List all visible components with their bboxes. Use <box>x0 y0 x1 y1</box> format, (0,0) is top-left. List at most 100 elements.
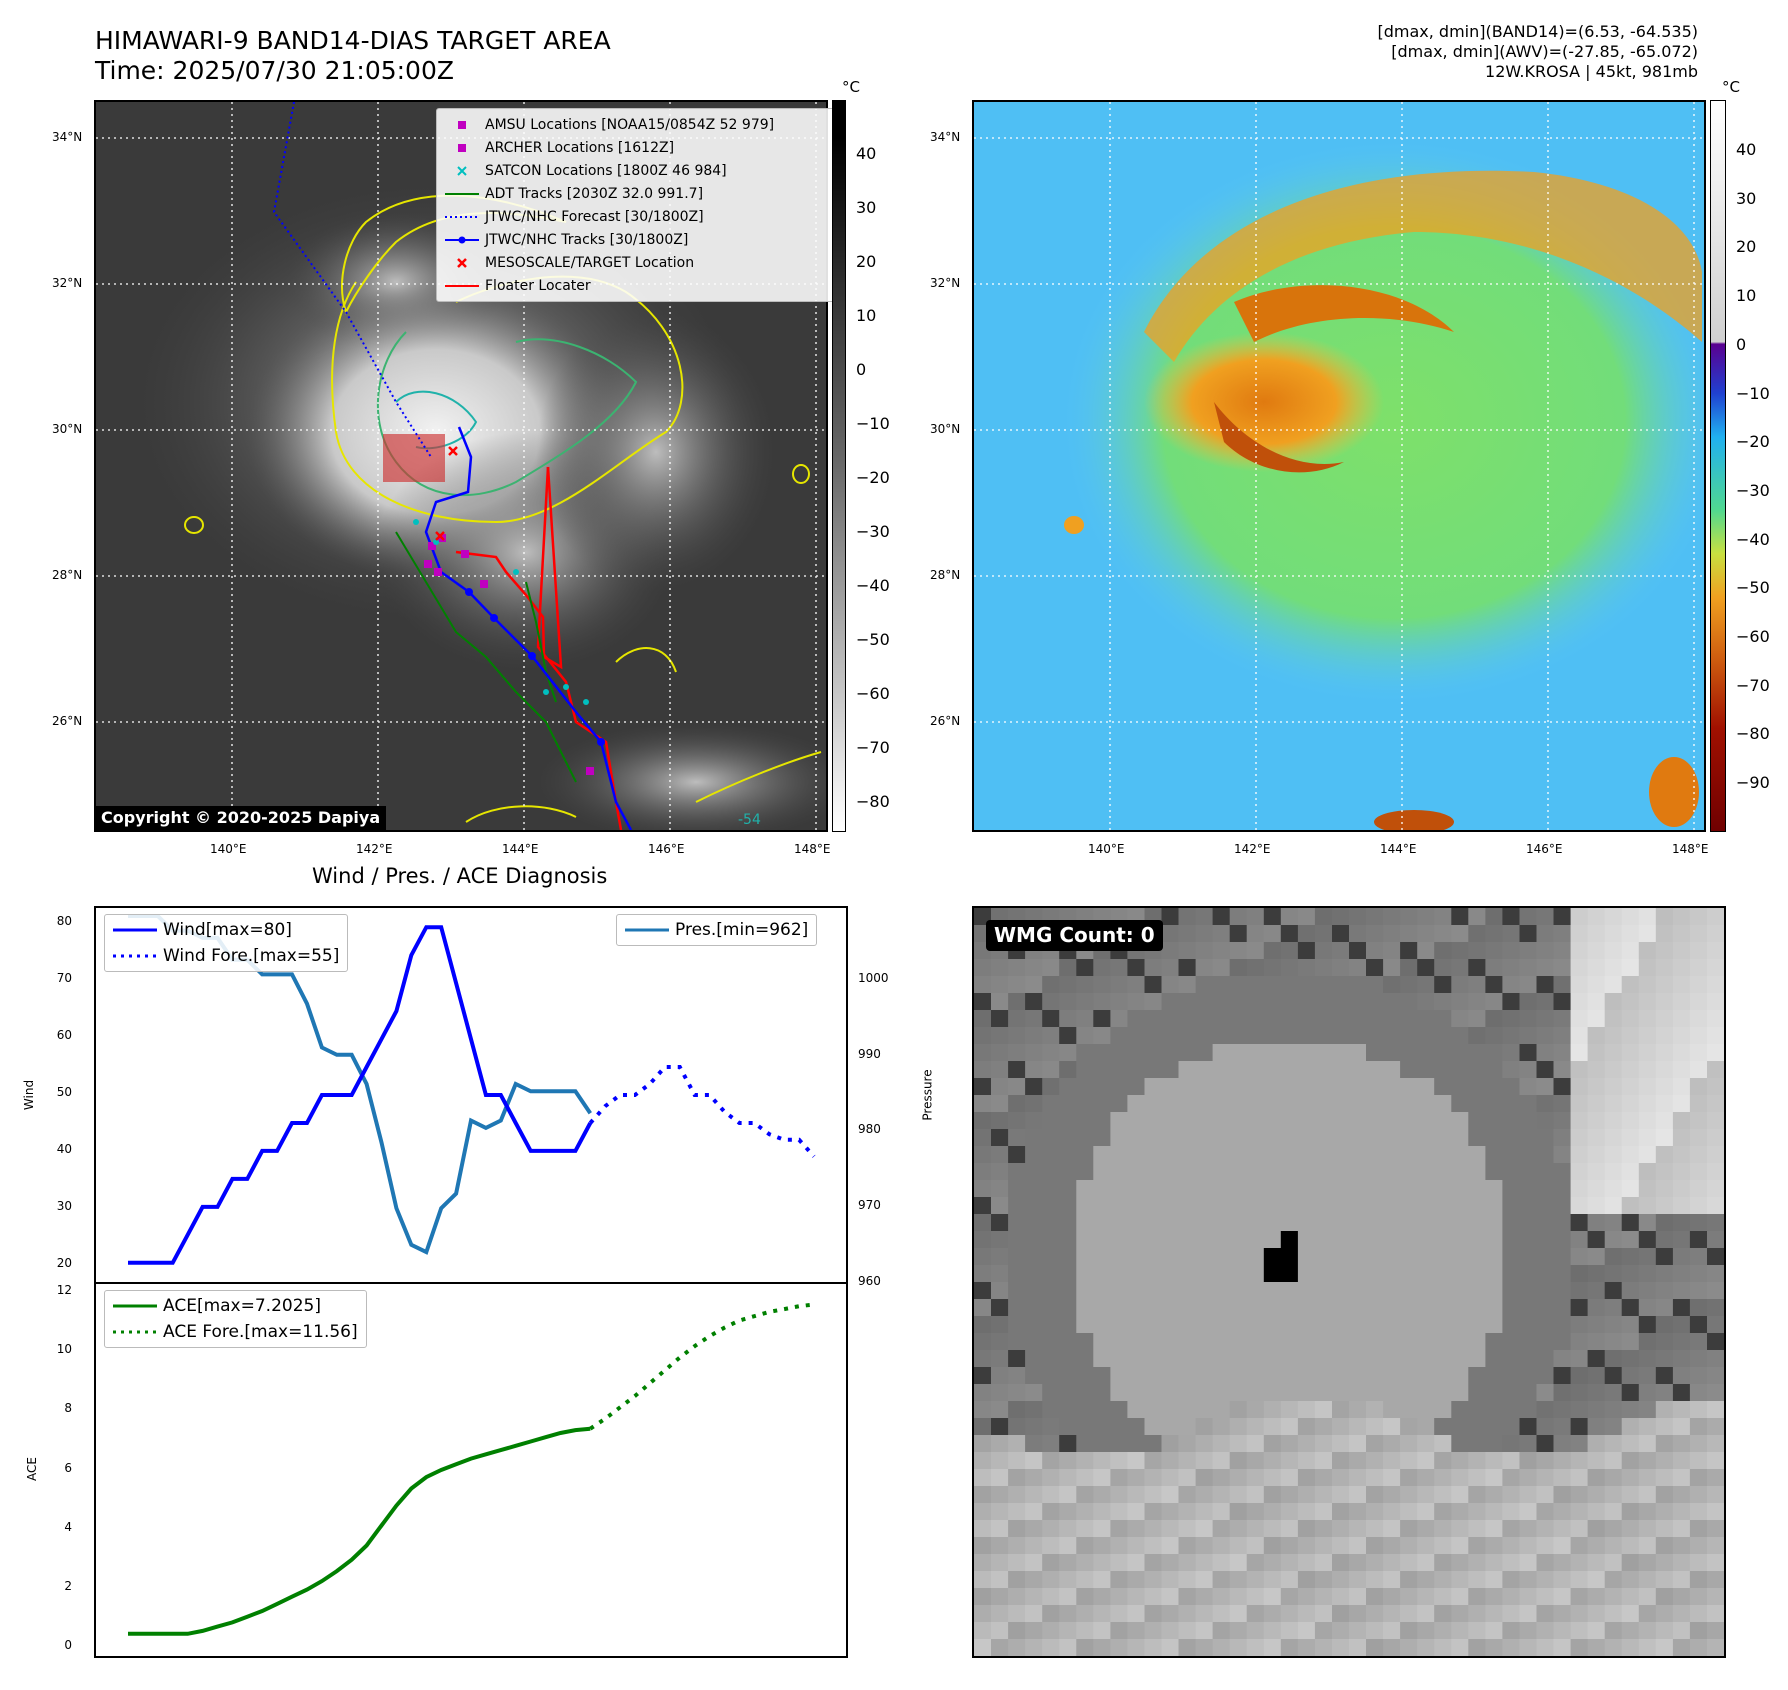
wmg-cell <box>1400 959 1418 977</box>
lon-label: 142°E <box>356 842 393 856</box>
wmg-cell <box>1195 1503 1214 1521</box>
wmg-cell <box>1229 1027 1248 1045</box>
wmg-cell <box>1502 1231 1520 1249</box>
x-marker-icon <box>445 165 479 176</box>
wmg-cell <box>1655 1299 1674 1317</box>
wmg-cell <box>1042 1435 1060 1453</box>
wmg-cell <box>1280 1214 1299 1232</box>
wmg-cell <box>1280 1520 1299 1538</box>
wmg-cell <box>974 1214 992 1232</box>
colorbar-tick: −40 <box>1736 529 1770 549</box>
wmg-cell <box>1485 1248 1503 1266</box>
wmg-cell <box>1553 976 1572 994</box>
wmg-cell <box>1519 1095 1538 1113</box>
wmg-cell <box>1655 942 1674 960</box>
wmg-cell <box>1383 976 1401 994</box>
wmg-cell <box>1451 1248 1469 1266</box>
wmg-cell <box>1110 1010 1128 1028</box>
wmg-cell <box>1587 1265 1606 1283</box>
wmg-cell <box>1468 1282 1486 1300</box>
wmg-cell <box>1110 1571 1128 1589</box>
info-block: [dmax, dmin](BAND14)=(6.53, -64.535) [dm… <box>1378 22 1699 82</box>
wmg-cell <box>1144 1401 1163 1419</box>
wmg-cell <box>1297 1588 1316 1606</box>
wmg-cell <box>1400 1469 1418 1487</box>
wmg-cell <box>1689 1554 1708 1572</box>
wmg-cell <box>1400 993 1418 1011</box>
wmg-cell <box>1229 959 1248 977</box>
wmg-cell <box>1655 1537 1674 1555</box>
wmg-cell <box>991 1282 1009 1300</box>
wmg-cell <box>991 1588 1009 1606</box>
wmg-cell <box>1638 993 1657 1011</box>
wmg-cell <box>1468 1248 1486 1266</box>
wmg-cell <box>1042 1316 1060 1334</box>
wmg-cell <box>1297 1469 1316 1487</box>
wmg-cell <box>1587 1163 1606 1181</box>
wmg-cell <box>1008 1146 1026 1164</box>
wmg-cell <box>1008 1486 1026 1504</box>
wmg-cell <box>1468 1112 1486 1130</box>
lat-label: 26°N <box>930 714 961 728</box>
wmg-cell <box>1349 1571 1367 1589</box>
wmg-cell <box>1332 1452 1350 1470</box>
wmg-cell <box>1042 1231 1060 1249</box>
wmg-cell <box>991 1231 1009 1249</box>
wmg-cell <box>1366 1639 1384 1656</box>
wmg-cell <box>1570 993 1589 1011</box>
wmg-cell <box>1246 1129 1265 1147</box>
wmg-cell <box>1451 908 1469 926</box>
wmg-cell <box>1434 1231 1452 1249</box>
wmg-cell <box>1332 1469 1350 1487</box>
wmg-cell <box>1553 1010 1572 1028</box>
wmg-cell <box>974 993 992 1011</box>
wmg-cell <box>1638 976 1657 994</box>
wmg-cell <box>1553 1214 1572 1232</box>
wmg-cell <box>1178 925 1197 943</box>
wmg-cell <box>1400 1027 1418 1045</box>
wmg-cell <box>1025 1299 1043 1317</box>
wmg-cell <box>1297 1350 1316 1368</box>
wmg-cell <box>1366 1282 1384 1300</box>
wmg-cell <box>1025 1537 1043 1555</box>
wmg-cell <box>1570 1146 1589 1164</box>
wmg-cell <box>974 1248 992 1266</box>
wmg-cell <box>1570 1350 1589 1368</box>
wmg-cell <box>1400 976 1418 994</box>
wmg-cell <box>1212 1095 1231 1113</box>
wmg-cell <box>1366 1486 1384 1504</box>
wmg-cell <box>1672 925 1691 943</box>
wmg-cell <box>1246 1503 1265 1521</box>
wmg-cell <box>1042 1129 1060 1147</box>
wmg-cell <box>1195 1571 1214 1589</box>
wmg-cell <box>1059 1350 1077 1368</box>
wmg-cell <box>1502 959 1520 977</box>
wmg-cell <box>1297 1554 1316 1572</box>
wmg-cell <box>1638 959 1657 977</box>
ace-panel <box>94 1282 848 1658</box>
wmg-cell <box>1161 925 1180 943</box>
wmg-cell <box>1536 1554 1555 1572</box>
wmg-cell <box>1042 1588 1060 1606</box>
wmg-cell <box>1314 1486 1333 1504</box>
wmg-cell <box>1519 1639 1538 1656</box>
wmg-cell <box>1587 1435 1606 1453</box>
wmg-cell <box>1042 1554 1060 1572</box>
wmg-cell <box>1059 1622 1077 1640</box>
wmg-cell <box>1672 1316 1691 1334</box>
wmg-cell <box>1076 1452 1094 1470</box>
wmg-cell <box>1093 1520 1111 1538</box>
wmg-cell <box>1468 1350 1486 1368</box>
wmg-cell <box>1468 1197 1486 1215</box>
wmg-cell <box>1689 1520 1708 1538</box>
wmg-cell <box>1127 1095 1145 1113</box>
wmg-cell <box>1246 1299 1265 1317</box>
wmg-cell <box>1229 1061 1248 1079</box>
wmg-cell <box>1042 1146 1060 1164</box>
legend-jtwc-tracks: JTWC/NHC Tracks [30/1800Z] <box>445 228 829 251</box>
wmg-cell <box>1434 1452 1452 1470</box>
wmg-cell <box>1059 1639 1077 1656</box>
wmg-cell <box>1604 1299 1623 1317</box>
wmg-cell <box>1076 993 1094 1011</box>
wmg-cell <box>1417 1061 1435 1079</box>
